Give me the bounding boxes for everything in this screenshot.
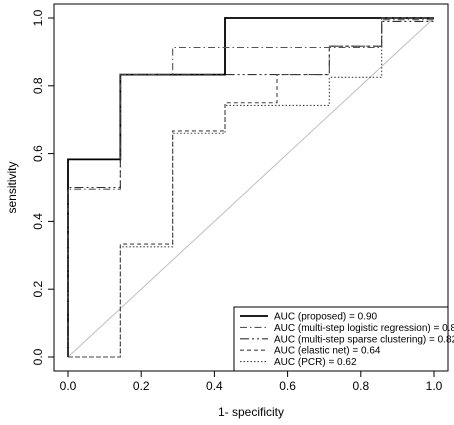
x-tick-label: 0.2 — [133, 379, 150, 393]
y-tick-label: 0.6 — [31, 145, 45, 162]
y-tick-label: 0.8 — [31, 77, 45, 94]
y-axis-label: sensitivity — [5, 161, 19, 213]
roc-curves-layer — [67, 17, 434, 358]
legend-entry: AUC (elastic net) = 0.64 — [274, 346, 381, 357]
roc-curve-5 — [68, 17, 434, 358]
legend-entry: AUC (PCR) = 0.62 — [274, 357, 357, 368]
x-axis-label: 1- specificity — [218, 405, 284, 419]
legend-entry: AUC (multi-step logistic regression) = 0… — [274, 323, 454, 334]
reference-diagonal — [67, 17, 435, 358]
y-tick-label: 0.2 — [31, 281, 45, 298]
y-axis: 0.0 0.2 0.4 0.6 0.8 1.0 — [31, 9, 54, 365]
x-tick-label: 0.6 — [279, 379, 296, 393]
y-tick-label: 0.0 — [31, 348, 45, 365]
x-tick-label: 0.0 — [60, 379, 77, 393]
reference-diagonal-layer — [67, 17, 435, 358]
x-tick-label: 0.8 — [352, 379, 369, 393]
roc-curve-4 — [68, 17, 434, 358]
x-axis: 0.0 0.2 0.4 0.6 0.8 1.0 — [60, 371, 443, 393]
x-tick-label: 1.0 — [426, 379, 443, 393]
legend-entry: AUC (proposed) = 0.90 — [274, 312, 378, 323]
y-tick-label: 0.4 — [31, 213, 45, 230]
legend-entry: AUC (multi-step sparse clustering) = 0.8… — [274, 334, 454, 345]
x-tick-label: 0.4 — [206, 379, 223, 393]
y-tick-label: 1.0 — [31, 9, 45, 26]
legend-box — [233, 306, 449, 372]
